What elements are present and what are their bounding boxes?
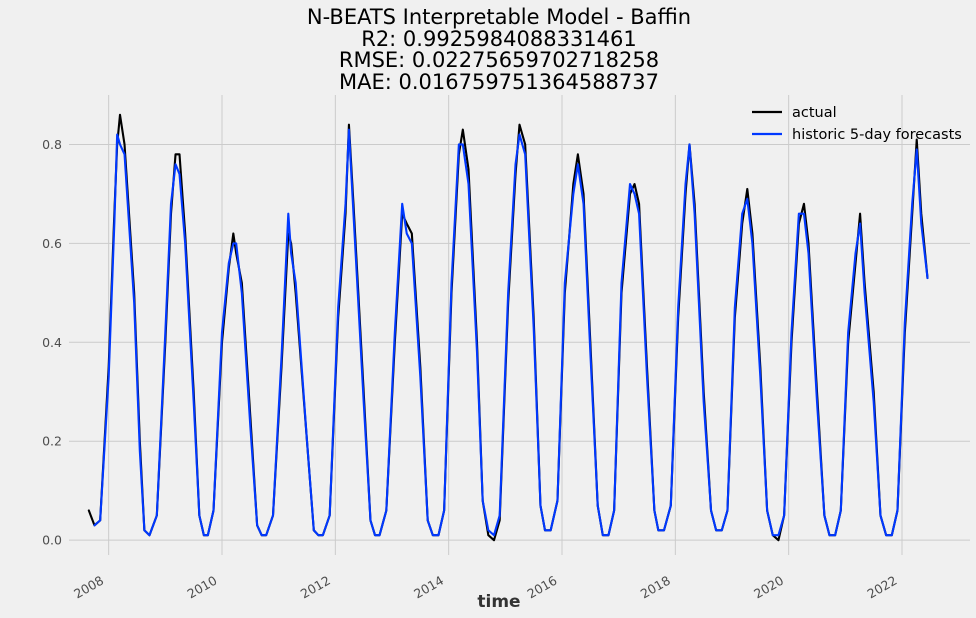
title-line-3: RMSE: 0.02275659702718258 [339, 48, 659, 72]
legend-label-actual: actual [792, 105, 837, 121]
title-line-1: N-BEATS Interpretable Model - Baffin [307, 5, 691, 29]
legend: actual historic 5-day forecasts [752, 105, 962, 143]
title-line-4: MAE: 0.016759751364588737 [339, 70, 659, 94]
series-layer [87, 113, 929, 542]
title-line-2: R2: 0.9925984088331461 [361, 27, 637, 51]
y-tick-label: 0.0 [42, 533, 62, 548]
y-tick-label: 0.8 [42, 137, 62, 152]
y-tick-label: 0.4 [42, 335, 62, 350]
y-tick-label: 0.6 [42, 236, 62, 251]
x-axis-label: time [477, 592, 520, 612]
chart-title: N-BEATS Interpretable Model - Baffin R2:… [307, 5, 691, 94]
y-axis: 0.0 0.2 0.4 0.6 0.8 [42, 137, 62, 548]
y-tick-label: 0.2 [42, 434, 62, 449]
series-line-forecasts [93, 128, 929, 537]
legend-label-forecasts: historic 5-day forecasts [792, 127, 962, 143]
